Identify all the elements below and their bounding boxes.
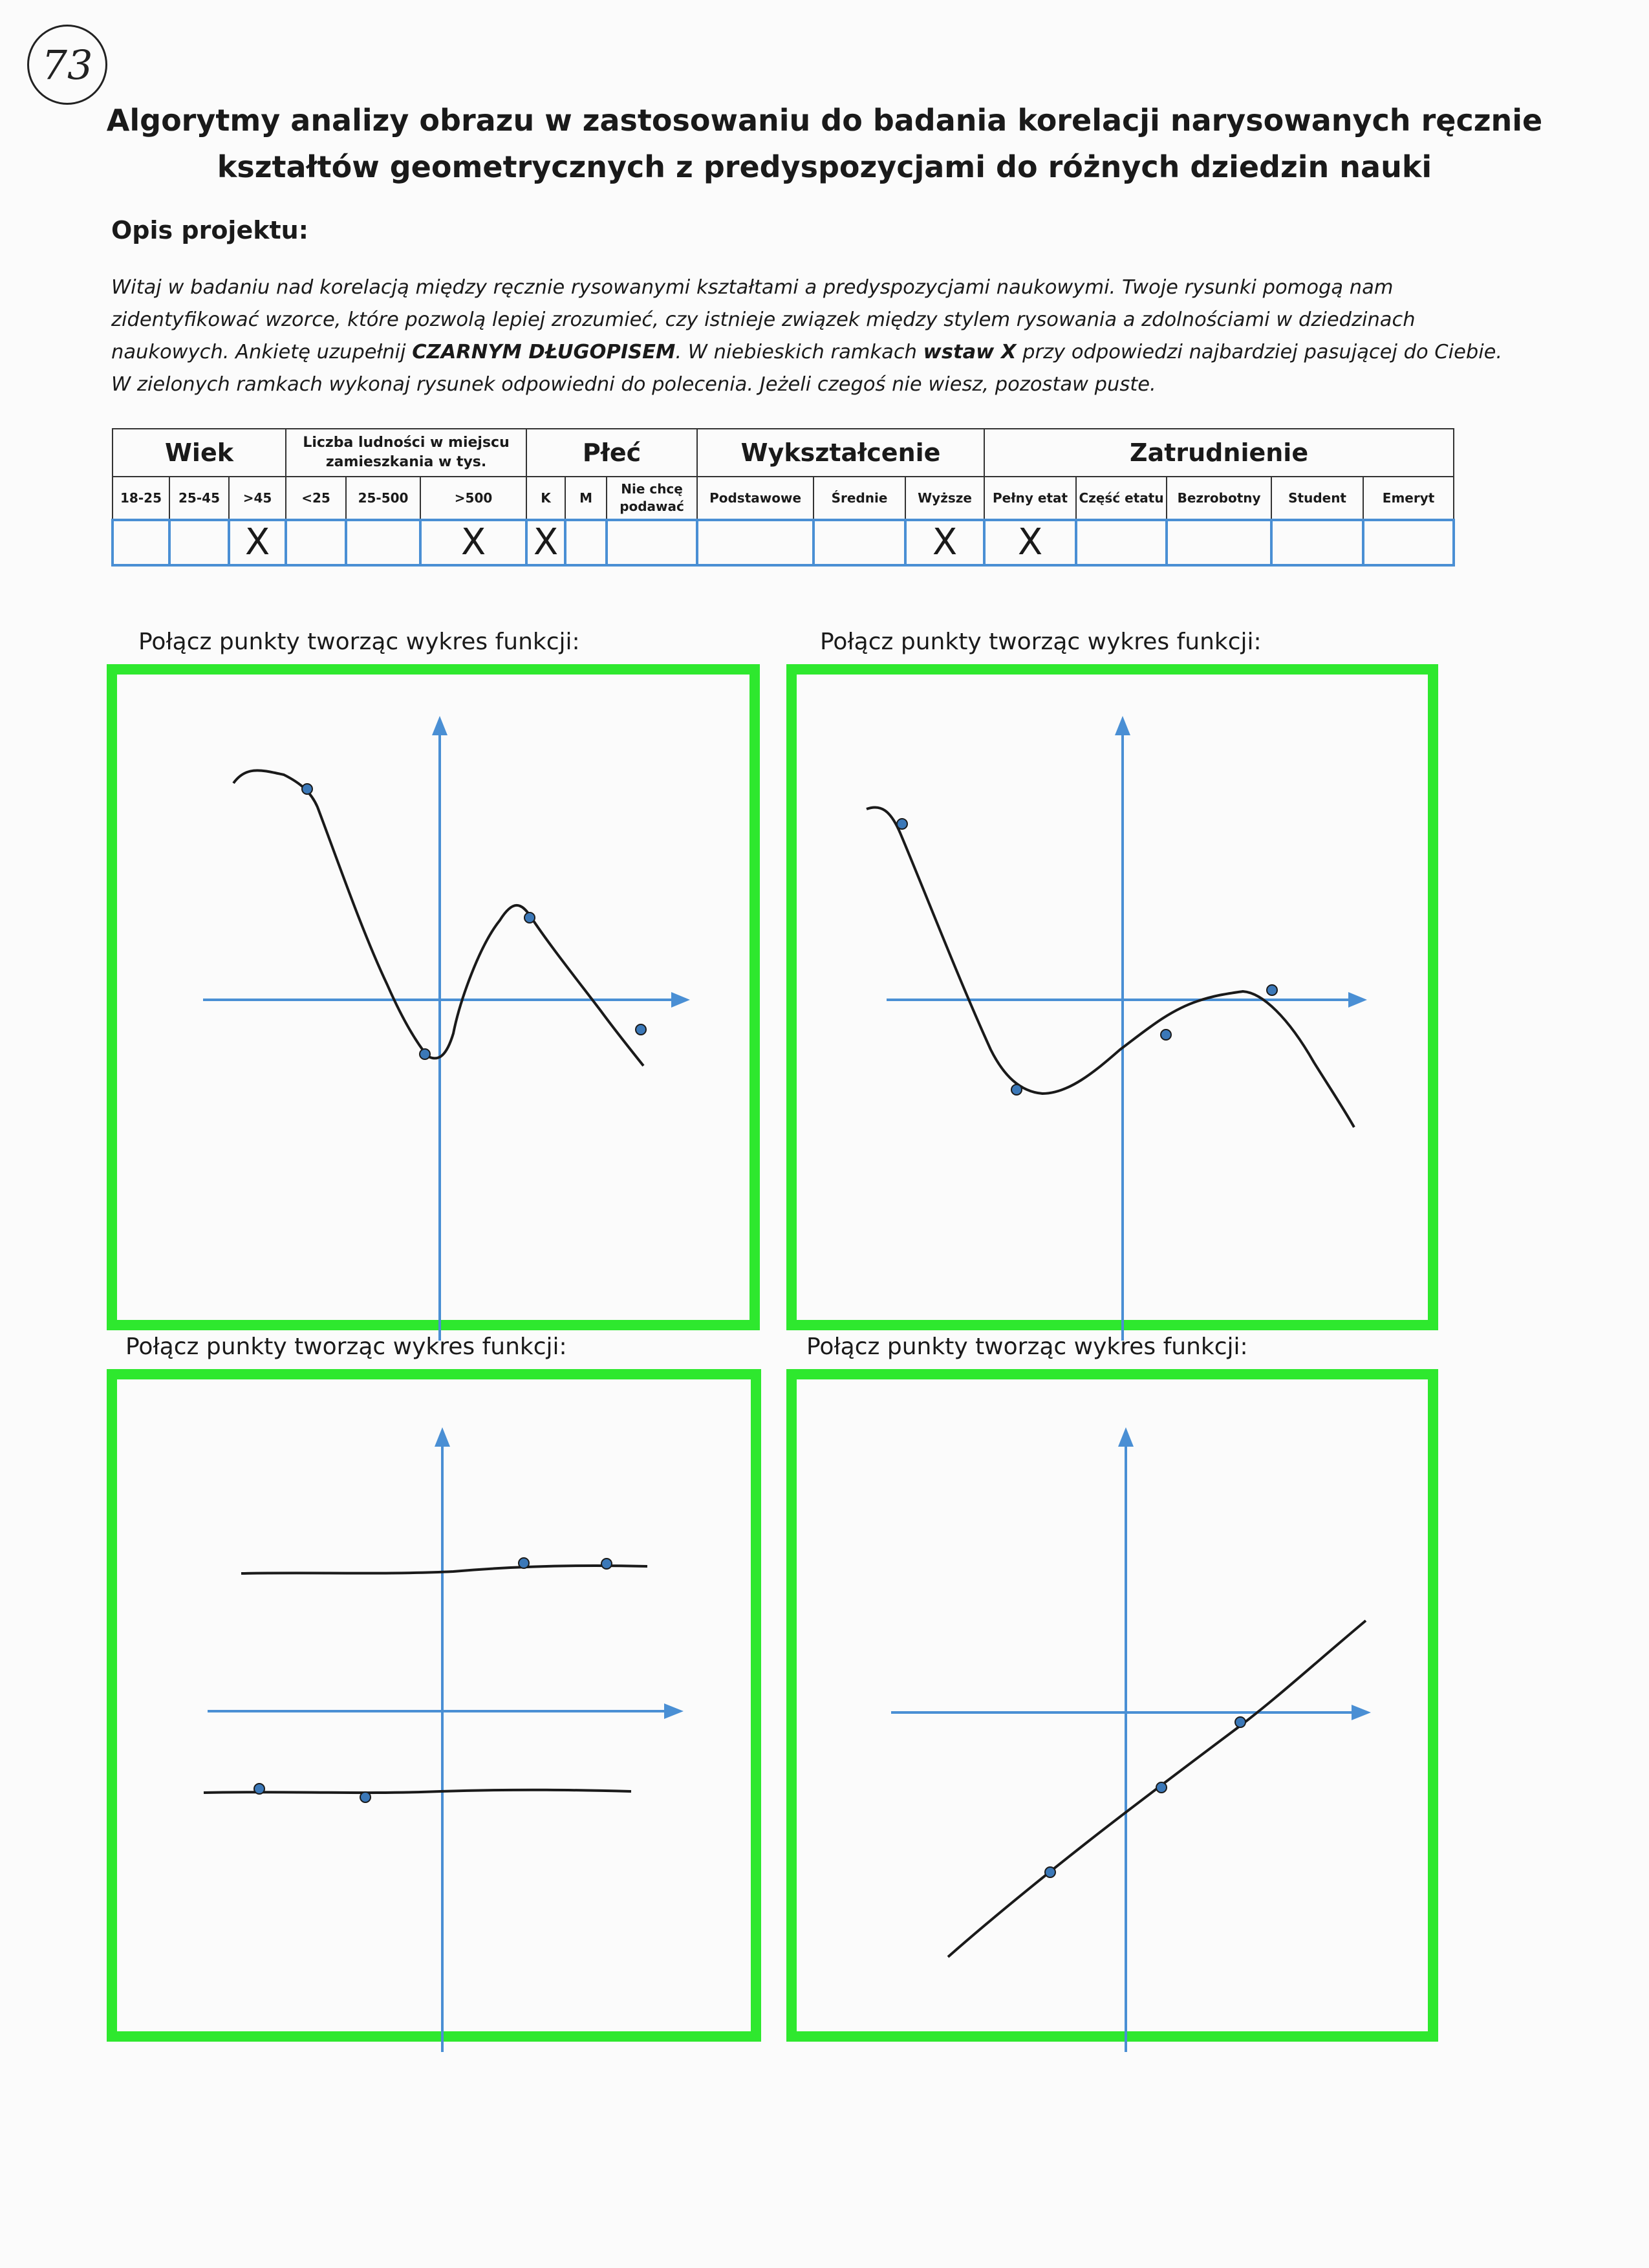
title-line-2: kształtów geometrycznych z predyspozycja…	[217, 149, 1432, 184]
checkbox-sex-none[interactable]	[605, 519, 699, 567]
x-axis-arrow-4	[1352, 1705, 1371, 1720]
checkbox-job-bezrobotny[interactable]	[1165, 519, 1273, 567]
point-2b	[1011, 1084, 1022, 1096]
x-axis-arrow-2	[1348, 992, 1367, 1008]
y-axis-arrow-4	[1118, 1427, 1134, 1447]
graph-4	[891, 1427, 1371, 2052]
checkbox-edu-wyzsze[interactable]: X	[904, 519, 986, 567]
checkbox-sex-k[interactable]: X	[525, 519, 567, 567]
checkbox-age-18-25[interactable]	[111, 519, 171, 567]
checkbox-sex-m[interactable]	[564, 519, 609, 567]
point-3b	[601, 1558, 612, 1570]
y-axis-arrow-3	[435, 1427, 450, 1447]
label-sex-none: Nie chcę podawać	[606, 476, 698, 521]
group-education: Wykształcenie	[696, 428, 986, 477]
label-age-18-25: 18-25	[112, 476, 170, 521]
checkbox-pop-gt500[interactable]: X	[419, 519, 528, 567]
intro-bold-2: wstaw X	[923, 341, 1017, 363]
group-employment: Zatrudnienie	[984, 428, 1455, 477]
point-1c	[524, 912, 535, 923]
checkbox-job-emeryt[interactable]	[1362, 519, 1456, 567]
intro-text-2: . W niebieskich ramkach	[675, 341, 923, 363]
checkbox-pop-lt25[interactable]	[285, 519, 348, 567]
label-sex-m: M	[565, 476, 608, 521]
intro-text-3: przy odpowiedzi najbardziej pasującej do…	[111, 341, 1503, 396]
group-population: Liczba ludności w miejscu zamieszkania w…	[285, 428, 528, 477]
point-4c	[1234, 1716, 1246, 1728]
x-axis-arrow-3	[664, 1703, 684, 1719]
point-4a	[1044, 1866, 1056, 1878]
panel-3-prompt: Połącz punkty tworząc wykres funkcji:	[125, 1334, 567, 1360]
drawing-area-2[interactable]	[786, 664, 1438, 1341]
checkbox-edu-podstawowe[interactable]	[696, 519, 815, 567]
label-pop-lt25: <25	[285, 476, 347, 521]
point-2d	[1266, 984, 1278, 996]
drawn-line-3b	[203, 1788, 632, 1795]
point-3d	[360, 1791, 371, 1803]
title-line-1: Algorytmy analizy obrazu w zastosowaniu …	[106, 103, 1543, 138]
checkbox-job-pelny[interactable]: X	[983, 519, 1078, 567]
graph-2	[866, 716, 1367, 1341]
drawn-curve-1	[232, 769, 645, 1067]
panel-1-prompt: Połącz punkty tworząc wykres funkcji:	[138, 629, 580, 655]
checkbox-age-45-plus[interactable]: X	[227, 519, 288, 567]
drawn-curve-2	[866, 806, 1355, 1128]
point-2a	[896, 818, 908, 830]
label-edu-podstawowe: Podstawowe	[696, 476, 815, 521]
page-number-circle: 73	[27, 25, 107, 105]
label-pop-gt500: >500	[420, 476, 528, 521]
label-job-bezrobotny: Bezrobotny	[1166, 476, 1273, 521]
y-axis-arrow-1	[432, 716, 447, 735]
graph-1	[203, 716, 690, 1341]
point-3c	[253, 1783, 265, 1795]
checkbox-job-student[interactable]	[1270, 519, 1365, 567]
point-3a	[518, 1557, 530, 1569]
intro-bold-1: CZARNYM DŁUGOPISEM	[412, 341, 676, 363]
label-job-czesc: Część etatu	[1075, 476, 1168, 521]
intro-paragraph: Witaj w badaniu nad korelacją między ręc…	[111, 272, 1527, 401]
demographics-table: Wiek Liczba ludności w miejscu zamieszka…	[111, 428, 1456, 567]
label-job-student: Student	[1271, 476, 1364, 521]
checkbox-edu-srednie[interactable]	[812, 519, 907, 567]
label-edu-srednie: Średnie	[813, 476, 907, 521]
group-age: Wiek	[111, 428, 287, 477]
panel-4-prompt: Połącz punkty tworząc wykres funkcji:	[806, 1334, 1248, 1360]
drawing-area-3[interactable]	[107, 1369, 761, 2052]
intro-text-1: Witaj w badaniu nad korelacją między ręc…	[111, 276, 1416, 363]
label-job-pelny: Pełny etat	[984, 476, 1077, 521]
x-axis-arrow-1	[671, 992, 690, 1008]
point-1d	[635, 1024, 647, 1035]
panel-2-prompt: Połącz punkty tworząc wykres funkcji:	[820, 629, 1262, 655]
label-sex-k: K	[526, 476, 566, 521]
label-pop-25-500: 25-500	[345, 476, 422, 521]
label-age-45-plus: >45	[228, 476, 287, 521]
drawing-area-1[interactable]	[107, 664, 760, 1341]
checkbox-age-25-45[interactable]	[168, 519, 230, 567]
checkbox-job-czesc[interactable]	[1075, 519, 1169, 567]
y-axis-arrow-2	[1115, 716, 1130, 735]
point-1a	[301, 783, 313, 795]
point-2c	[1160, 1029, 1172, 1041]
label-job-emeryt: Emeryt	[1363, 476, 1455, 521]
page-number: 73	[41, 41, 93, 89]
checkbox-pop-25-500[interactable]	[345, 519, 422, 567]
label-age-25-45: 25-45	[169, 476, 230, 521]
graph-3	[203, 1427, 684, 2052]
point-1b	[419, 1048, 431, 1060]
group-sex: Płeć	[526, 428, 698, 477]
drawn-line-3a	[241, 1564, 648, 1575]
section-heading: Opis projektu:	[111, 216, 308, 244]
page-title: Algorytmy analizy obrazu w zastosowaniu …	[103, 97, 1546, 190]
label-edu-wyzsze: Wyższe	[905, 476, 986, 521]
point-4b	[1156, 1782, 1167, 1793]
drawing-area-4[interactable]	[786, 1369, 1438, 2052]
